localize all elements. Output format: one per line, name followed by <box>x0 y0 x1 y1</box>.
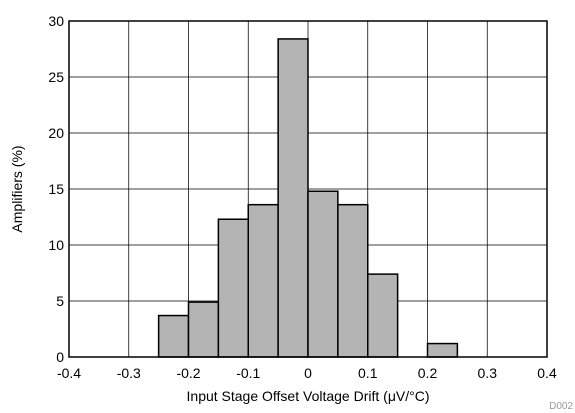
x-tick-label: -0.2 <box>176 365 200 381</box>
x-axis-title: Input Stage Offset Voltage Drift (μV/°C) <box>187 388 430 404</box>
histogram-bar <box>247 203 279 358</box>
histogram-bar <box>157 314 190 358</box>
y-tick-label: 0 <box>56 349 64 365</box>
y-axis-title: Amplifiers (%) <box>9 145 25 232</box>
bars <box>157 38 459 358</box>
y-tick-label: 25 <box>48 69 64 85</box>
x-tick-labels: -0.4 -0.3 -0.2 -0.1 0 0.1 0.2 0.3 0.4 <box>57 365 557 381</box>
y-tick-label: 10 <box>48 237 64 253</box>
histogram-bar <box>307 190 339 358</box>
x-tick-label: 0.4 <box>537 365 557 381</box>
plot-frame <box>68 20 548 358</box>
x-tick-label: -0.3 <box>117 365 141 381</box>
histogram-bar <box>187 301 220 358</box>
histogram-bar <box>217 218 249 358</box>
histogram-bar <box>337 203 369 358</box>
y-tick-label: 30 <box>48 13 64 29</box>
x-tick-label: 0.1 <box>358 365 378 381</box>
y-tick-label: 15 <box>48 181 64 197</box>
histogram-bar <box>426 342 459 358</box>
y-tick-label: 20 <box>48 125 64 141</box>
x-tick-label: -0.1 <box>236 365 260 381</box>
y-tick-label: 5 <box>56 293 64 309</box>
histogram-bar <box>277 38 309 358</box>
histogram-bar <box>367 273 399 358</box>
x-tick-label: 0.2 <box>418 365 438 381</box>
y-tick-labels: 0 5 10 15 20 25 30 <box>48 13 64 365</box>
x-tick-label: 0.3 <box>478 365 498 381</box>
figure-code: D002 <box>549 401 573 412</box>
x-tick-label: 0 <box>304 365 312 381</box>
x-tick-label: -0.4 <box>57 365 81 381</box>
